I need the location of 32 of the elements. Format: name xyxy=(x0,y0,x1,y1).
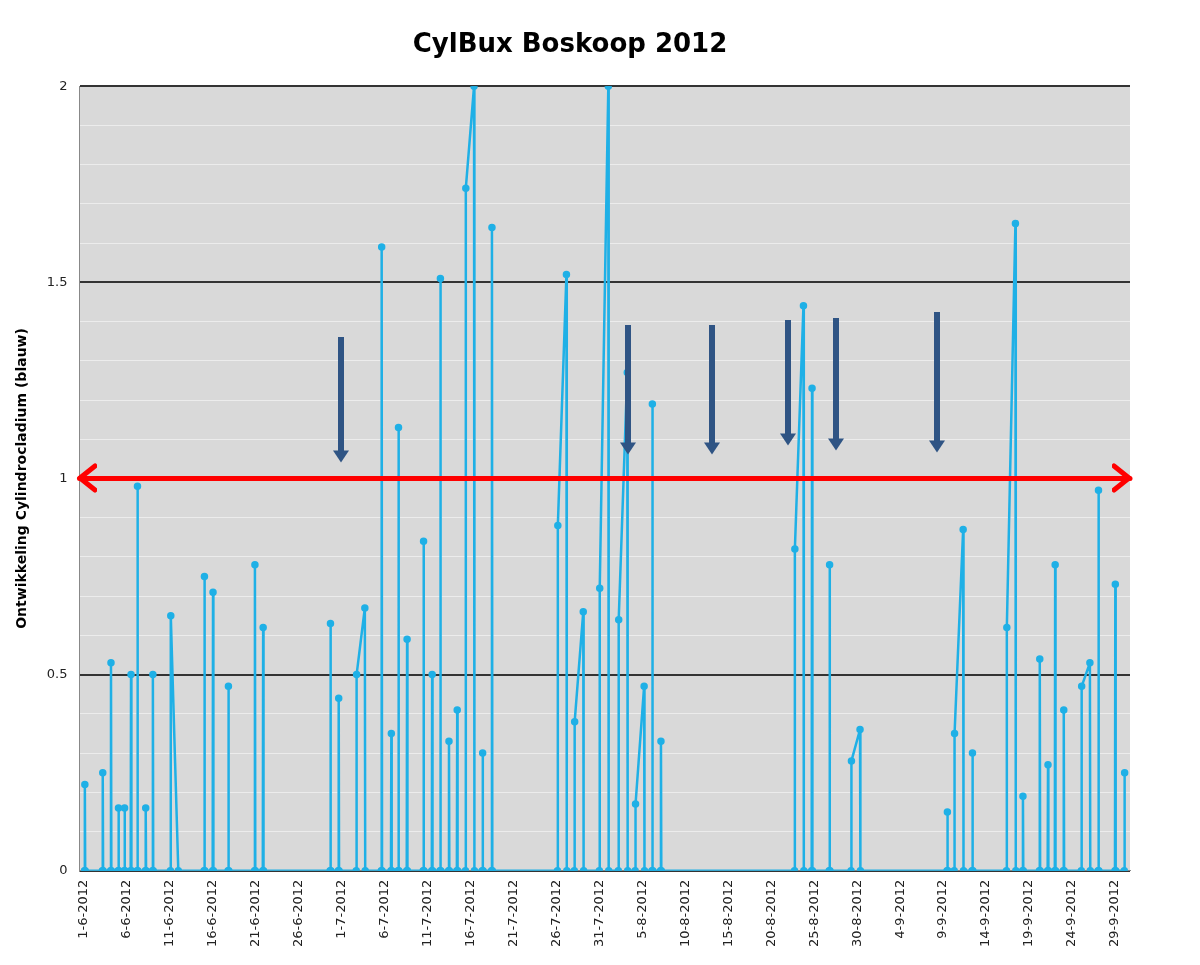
x-tick-label: 16-7-2012 xyxy=(461,879,477,947)
x-tick-label: 6-6-2012 xyxy=(118,879,134,939)
x-tick-label: 11-6-2012 xyxy=(161,879,177,947)
x-tick-label: 11-7-2012 xyxy=(418,879,434,947)
x-tick-label: 29-9-2012 xyxy=(1106,879,1122,947)
x-tick-label: 1-6-2012 xyxy=(75,879,91,939)
x-tick-label: 24-9-2012 xyxy=(1063,879,1079,947)
y-tick-label: 0 xyxy=(59,862,68,878)
x-tick-label: 4-9-2012 xyxy=(891,879,907,939)
y-tick-label: 1.5 xyxy=(46,273,68,289)
x-tick-label: 25-8-2012 xyxy=(805,879,821,947)
x-tick-label: 6-7-2012 xyxy=(375,879,391,939)
x-tick-label: 21-6-2012 xyxy=(247,879,263,947)
y-tick-label: 0.5 xyxy=(46,665,68,681)
x-tick-label: 10-8-2012 xyxy=(676,879,692,947)
x-tick-label: 5-8-2012 xyxy=(633,879,649,939)
x-tick-label: 19-9-2012 xyxy=(1020,879,1036,947)
x-tick-label: 9-9-2012 xyxy=(934,879,950,939)
x-tick-label: 21-7-2012 xyxy=(504,879,520,947)
x-tick-label: 16-6-2012 xyxy=(204,879,220,947)
x-tick-label: 31-7-2012 xyxy=(590,879,606,947)
y-tick-label: 1 xyxy=(59,469,68,485)
x-tick-label: 26-6-2012 xyxy=(289,879,305,947)
x-tick-label: 30-8-2012 xyxy=(848,879,864,947)
x-tick-label: 20-8-2012 xyxy=(762,879,778,947)
x-tick-label: 26-7-2012 xyxy=(547,879,563,947)
x-tick-label: 1-7-2012 xyxy=(332,879,348,939)
chart-title: CylBux Boskoop 2012 xyxy=(412,28,728,59)
y-axis-title: Ontwikkeling Cylindrocladium (blauw) xyxy=(13,328,30,629)
x-tick-label: 14-9-2012 xyxy=(977,879,993,947)
y-tick-label: 2 xyxy=(59,77,68,93)
x-tick-label: 15-8-2012 xyxy=(719,879,735,947)
